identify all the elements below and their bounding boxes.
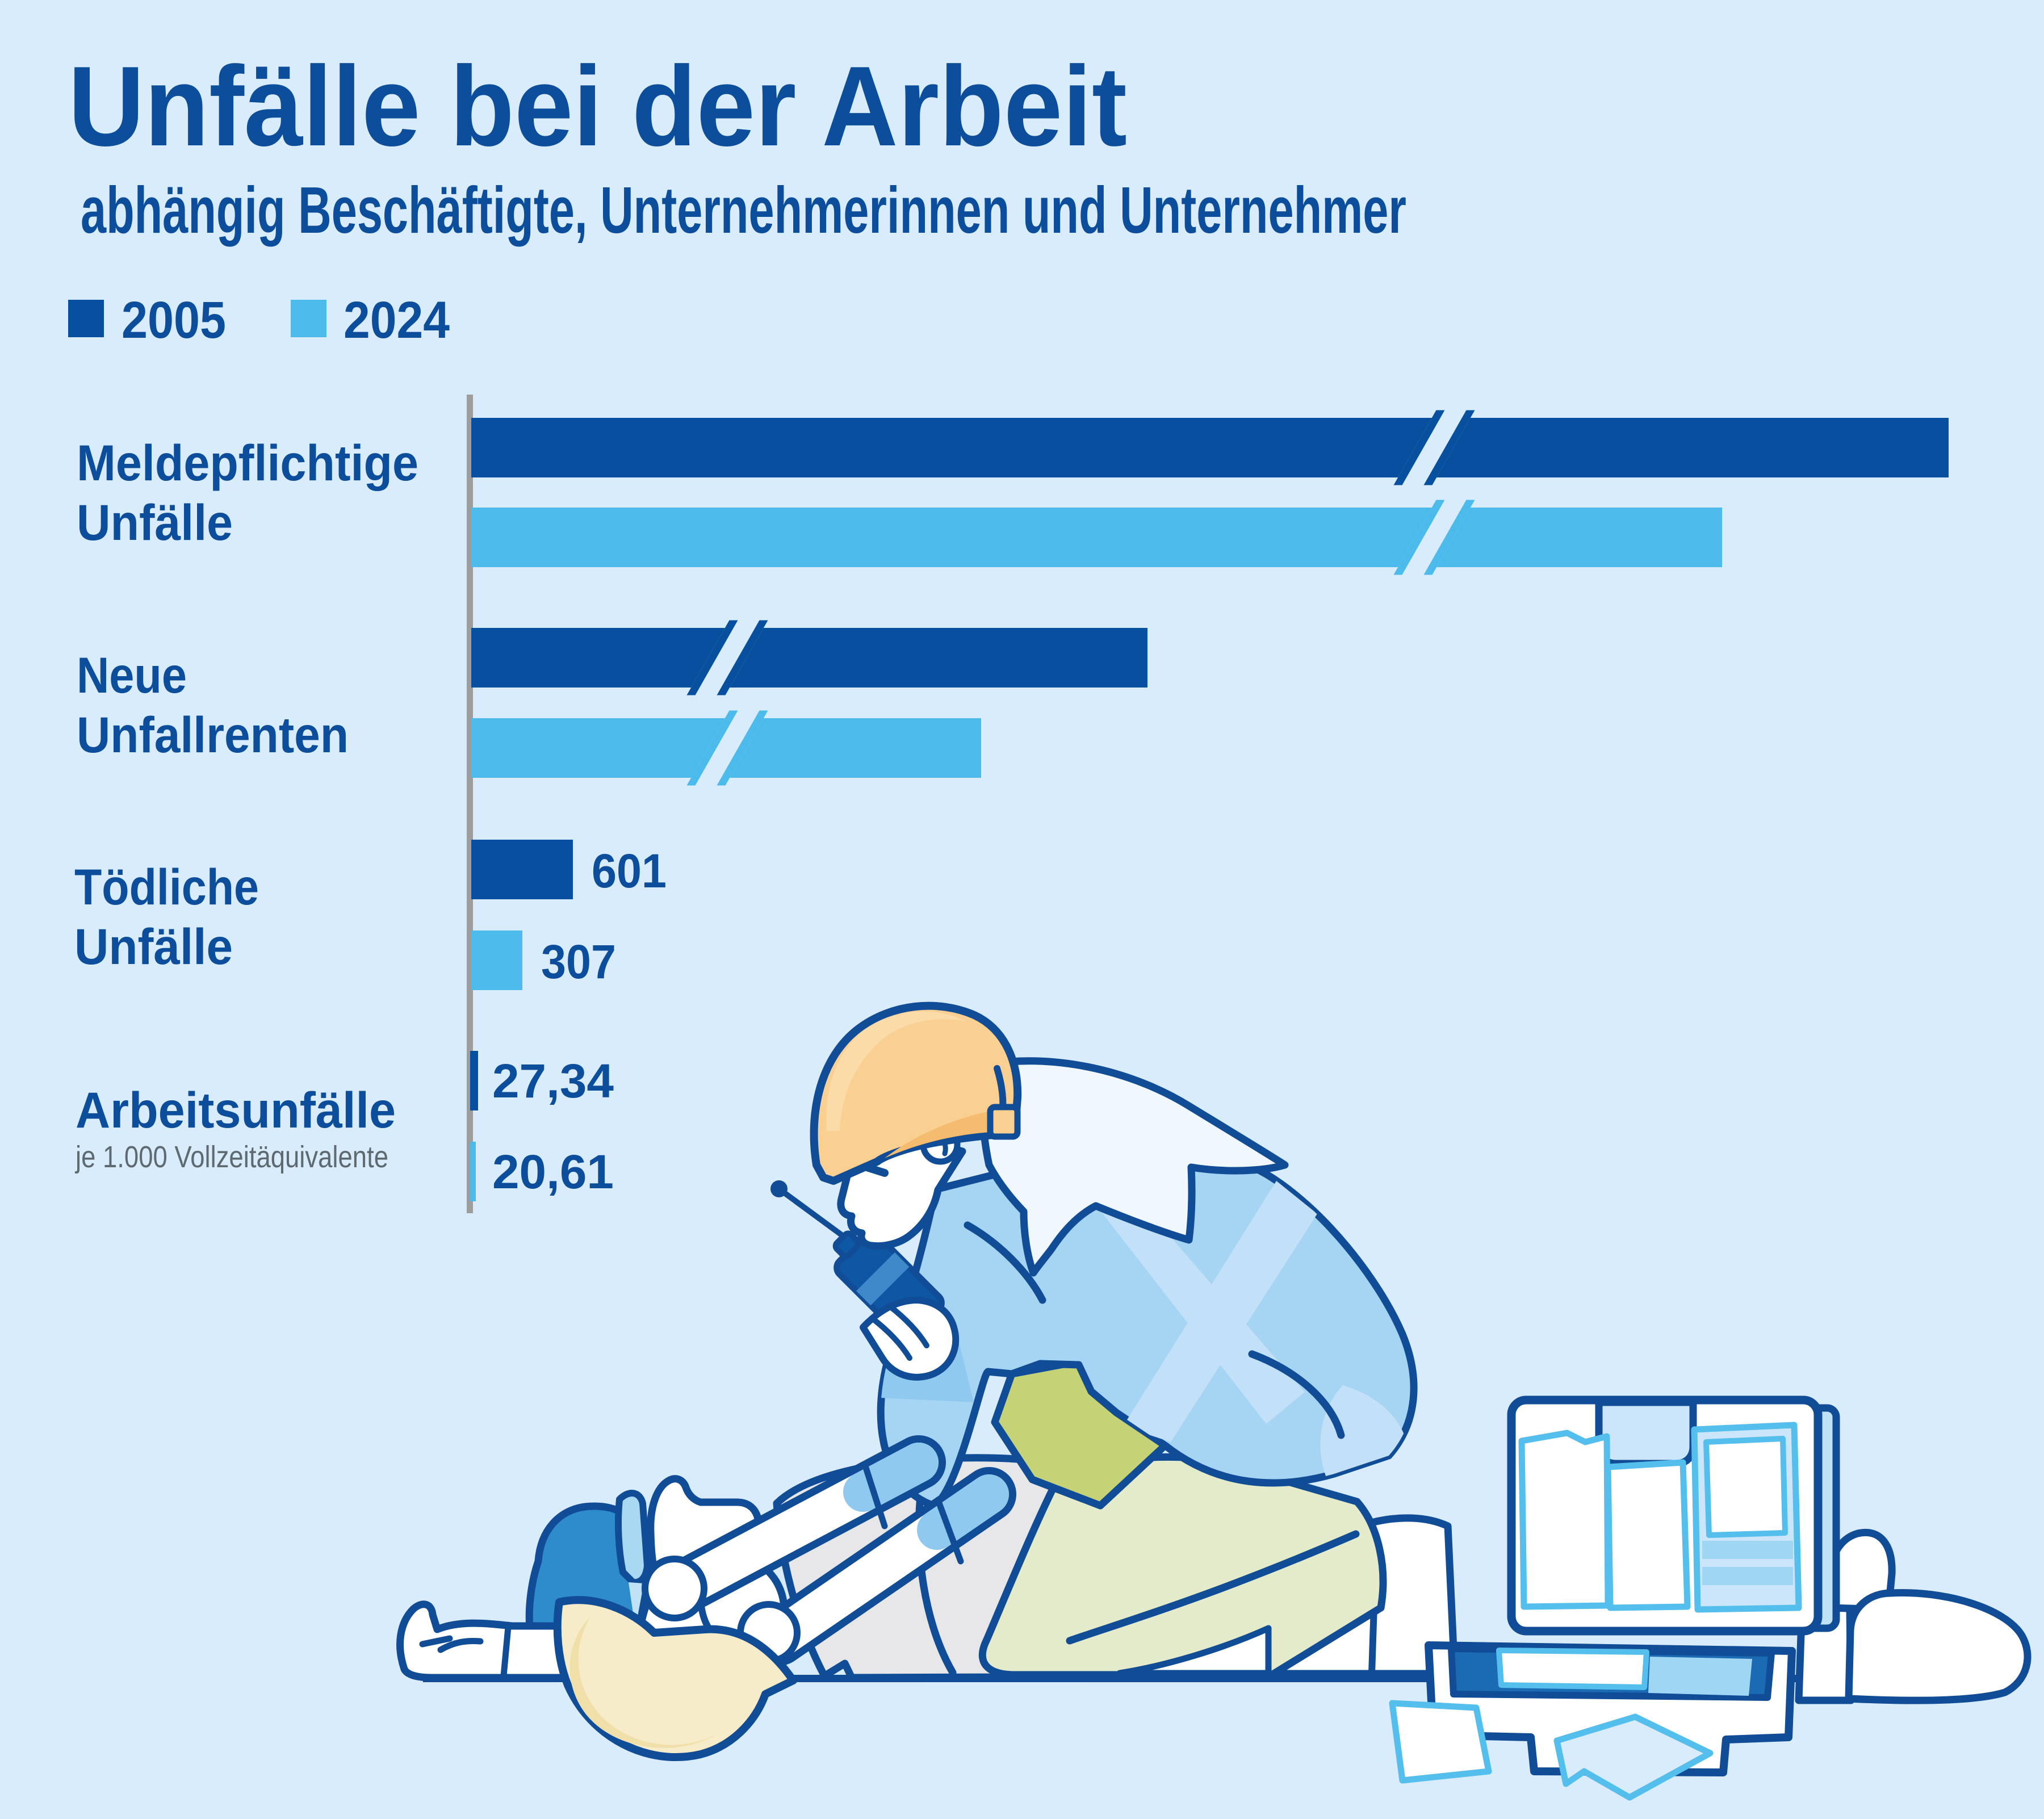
svg-text:Meldepflichtige: Meldepflichtige <box>77 434 418 491</box>
svg-text:2024: 2024 <box>344 291 450 349</box>
svg-text:20,61: 20,61 <box>492 1145 614 1198</box>
svg-text:Tödliche: Tödliche <box>74 858 259 915</box>
svg-text:Unfälle bei der Arbeit: Unfälle bei der Arbeit <box>68 43 1127 170</box>
svg-text:Arbeitsunfälle: Arbeitsunfälle <box>76 1082 396 1138</box>
svg-text:je 1.000 Vollzeitäquivalente: je 1.000 Vollzeitäquivalente <box>74 1140 388 1174</box>
svg-text:Unfallrenten: Unfallrenten <box>77 706 349 763</box>
svg-text:Unfälle: Unfälle <box>77 494 233 551</box>
svg-text:601: 601 <box>592 844 667 898</box>
svg-text:Unfälle: Unfälle <box>74 918 233 975</box>
svg-text:Neue: Neue <box>77 647 187 703</box>
svg-text:307: 307 <box>541 935 616 988</box>
svg-text:abhängig Beschäftigte, Unterne: abhängig Beschäftigte, Unternehmerinnen … <box>81 173 1406 247</box>
svg-text:27,34: 27,34 <box>492 1054 614 1108</box>
svg-text:2005: 2005 <box>122 291 226 349</box>
